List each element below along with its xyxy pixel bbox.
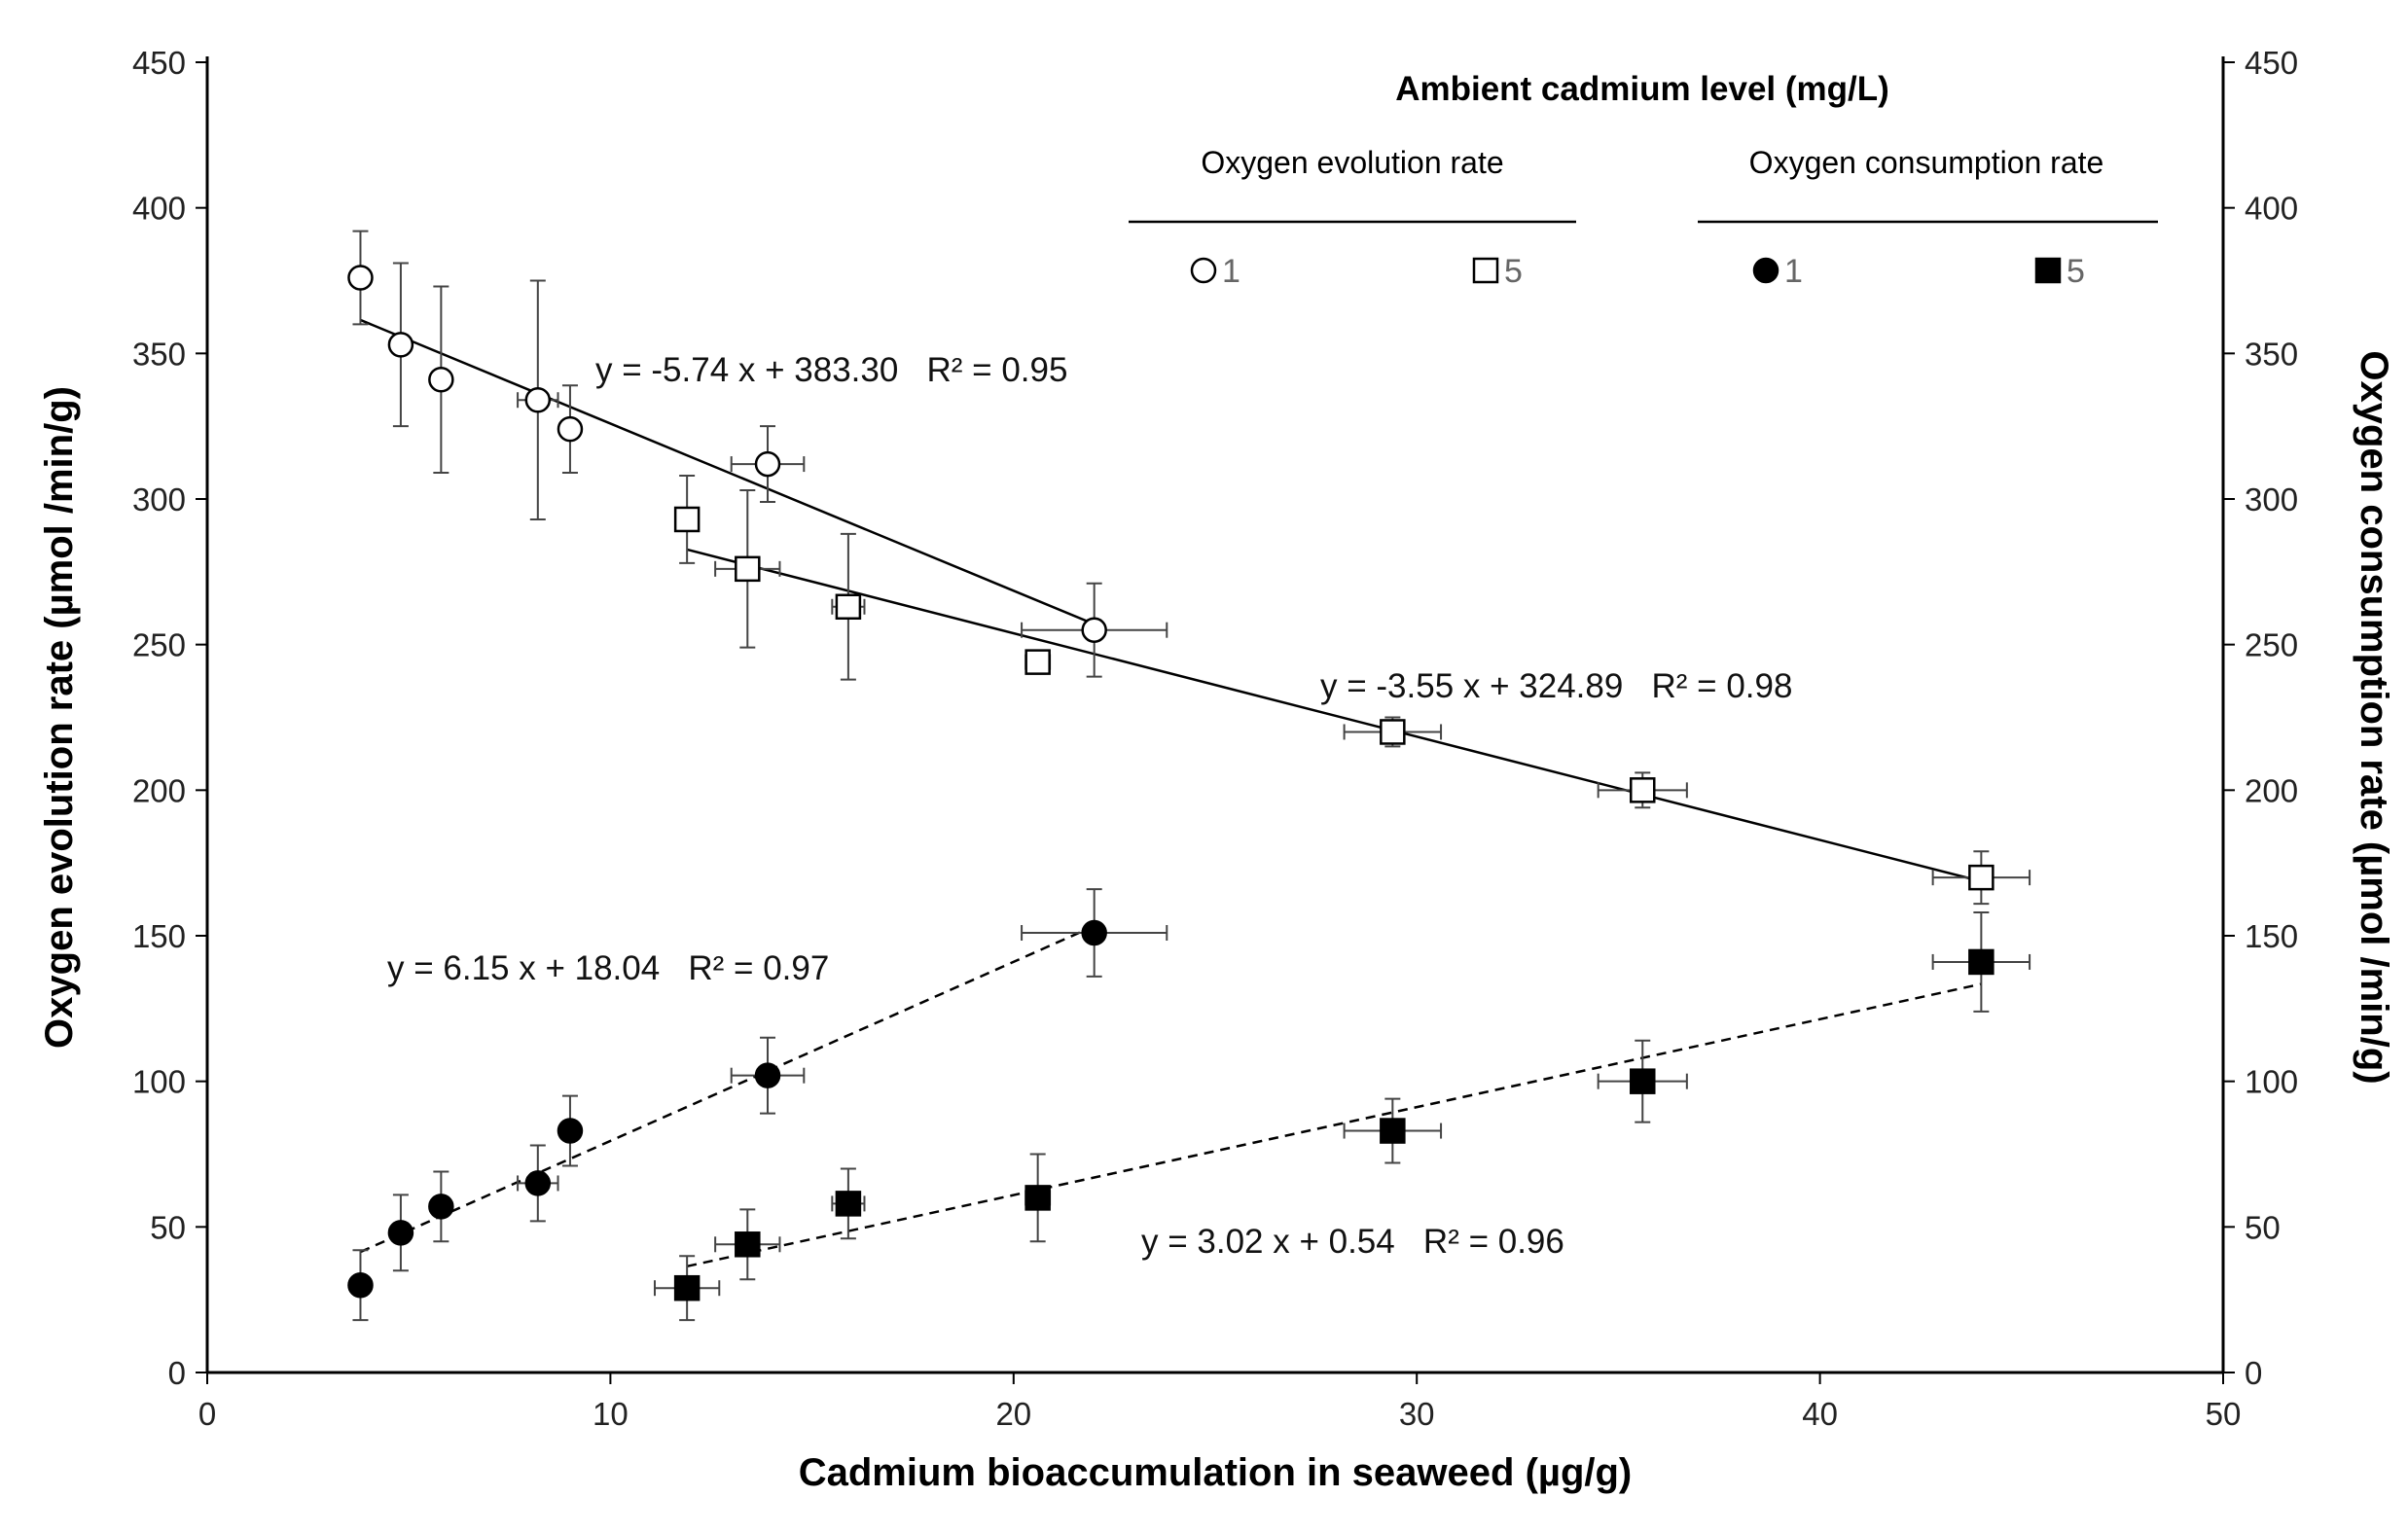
y-tick-label: 350 bbox=[132, 336, 186, 372]
data-point-series-1 bbox=[428, 367, 454, 393]
data-point-series-4 bbox=[1968, 948, 1995, 976]
y-tick-label: 300 bbox=[132, 481, 186, 517]
y-tick-label: 200 bbox=[132, 772, 186, 808]
data-point-series-2 bbox=[735, 555, 761, 583]
legend-marker-open-square bbox=[1472, 257, 1499, 284]
legend-group-heading: Oxygen evolution rate bbox=[1201, 145, 1503, 180]
data-point-series-1 bbox=[524, 386, 552, 413]
data-point-series-2 bbox=[1968, 864, 1995, 891]
y-tick-label: 150 bbox=[132, 918, 186, 954]
data-point-series-4 bbox=[835, 1191, 862, 1217]
legend-entry-label: 5 bbox=[2067, 253, 2085, 290]
fit-equation-series-4: y = 3.02 x + 0.54 R² = 0.96 bbox=[1141, 1223, 1564, 1261]
y-tick-label: 0 bbox=[168, 1355, 186, 1391]
fit-line-series-1 bbox=[359, 318, 1096, 625]
y-axis-title: Oxygen evolution rate (µmol /min/g) bbox=[38, 386, 81, 1049]
points-layer bbox=[347, 265, 1995, 1301]
fit-equation-series-2: y = -3.55 x + 324.89 R² = 0.98 bbox=[1320, 667, 1792, 705]
labels-layer: y = -5.74 x + 383.30 R² = 0.95 y = -3.55 … bbox=[387, 351, 1792, 1261]
legend-entry-label: 1 bbox=[1222, 253, 1240, 290]
fit-lines-layer bbox=[359, 318, 1982, 1268]
data-point-series-3 bbox=[754, 1062, 781, 1088]
data-point-series-3 bbox=[1081, 919, 1107, 946]
legend-marker-filled-square bbox=[2034, 257, 2062, 284]
legend-marker-open-circle bbox=[1190, 257, 1217, 284]
data-point-series-1 bbox=[387, 332, 414, 358]
y2-axis-title: Oxygen consumption rate (µmol /min/g) bbox=[2353, 350, 2395, 1084]
fit-line-series-3 bbox=[359, 924, 1096, 1254]
legend: Ambient cadmium level (mg/L) Oxygen evolu… bbox=[1129, 70, 2158, 290]
fit-equation-series-3: y = 6.15 x + 18.04 R² = 0.97 bbox=[387, 949, 829, 987]
x-axis-title: Cadmium bioaccumulation in seaweed (µg/g… bbox=[799, 1451, 1633, 1494]
y-tick-label: 450 bbox=[132, 45, 186, 81]
data-point-series-2 bbox=[835, 593, 862, 621]
y-tick-label: 250 bbox=[132, 627, 186, 663]
fit-line-series-2 bbox=[686, 548, 1982, 883]
data-point-series-1 bbox=[557, 415, 584, 443]
legend-entry-label: 5 bbox=[1504, 253, 1523, 290]
data-point-series-3 bbox=[387, 1220, 414, 1246]
data-point-series-3 bbox=[524, 1170, 552, 1196]
data-point-series-1 bbox=[1081, 617, 1107, 643]
data-point-series-3 bbox=[557, 1118, 584, 1144]
y-tick-label: 100 bbox=[132, 1064, 186, 1100]
fit-equation-series-1: y = -5.74 x + 383.30 R² = 0.95 bbox=[595, 351, 1067, 389]
y-tick-label: 50 bbox=[150, 1209, 186, 1245]
legend-entry-label: 1 bbox=[1784, 253, 1803, 290]
fit-line-series-4 bbox=[686, 982, 1982, 1268]
data-point-series-4 bbox=[1380, 1118, 1406, 1144]
data-point-series-2 bbox=[1630, 777, 1656, 803]
legend-marker-filled-circle bbox=[1752, 257, 1779, 284]
y2-tick-label: 150 bbox=[2245, 918, 2298, 954]
data-point-series-4 bbox=[673, 1274, 701, 1301]
data-point-series-3 bbox=[428, 1194, 454, 1220]
y2-tick-label: 250 bbox=[2245, 627, 2298, 663]
data-point-series-1 bbox=[347, 265, 374, 291]
y2-tick-label: 0 bbox=[2245, 1355, 2262, 1391]
x-tick-label: 30 bbox=[1399, 1396, 1435, 1432]
y2-tick-label: 300 bbox=[2245, 481, 2298, 517]
data-point-series-3 bbox=[347, 1271, 374, 1299]
data-point-series-2 bbox=[1380, 719, 1406, 745]
y2-tick-label: 50 bbox=[2245, 1209, 2281, 1245]
data-point-series-4 bbox=[735, 1231, 761, 1258]
y2-tick-label: 100 bbox=[2245, 1064, 2298, 1100]
data-point-series-2 bbox=[1024, 649, 1051, 675]
data-point-series-4 bbox=[1024, 1185, 1051, 1211]
y-tick-label: 400 bbox=[132, 191, 186, 227]
y2-tick-label: 200 bbox=[2245, 772, 2298, 808]
x-tick-label: 0 bbox=[198, 1396, 216, 1432]
x-tick-label: 20 bbox=[995, 1396, 1031, 1432]
x-tick-label: 50 bbox=[2206, 1396, 2242, 1432]
data-point-series-4 bbox=[1630, 1068, 1656, 1094]
x-tick-label: 40 bbox=[1802, 1396, 1838, 1432]
y2-tick-label: 350 bbox=[2245, 336, 2298, 372]
x-tick-label: 10 bbox=[593, 1396, 629, 1432]
y2-tick-label: 450 bbox=[2245, 45, 2298, 81]
data-point-series-2 bbox=[673, 506, 701, 533]
legend-group-heading: Oxygen consumption rate bbox=[1749, 145, 2104, 180]
axes-layer: 0501001502002503003504004500501001502002… bbox=[38, 45, 2395, 1494]
legend-title: Ambient cadmium level (mg/L) bbox=[1395, 70, 1889, 108]
y2-tick-label: 400 bbox=[2245, 191, 2298, 227]
data-point-series-1 bbox=[754, 450, 781, 478]
